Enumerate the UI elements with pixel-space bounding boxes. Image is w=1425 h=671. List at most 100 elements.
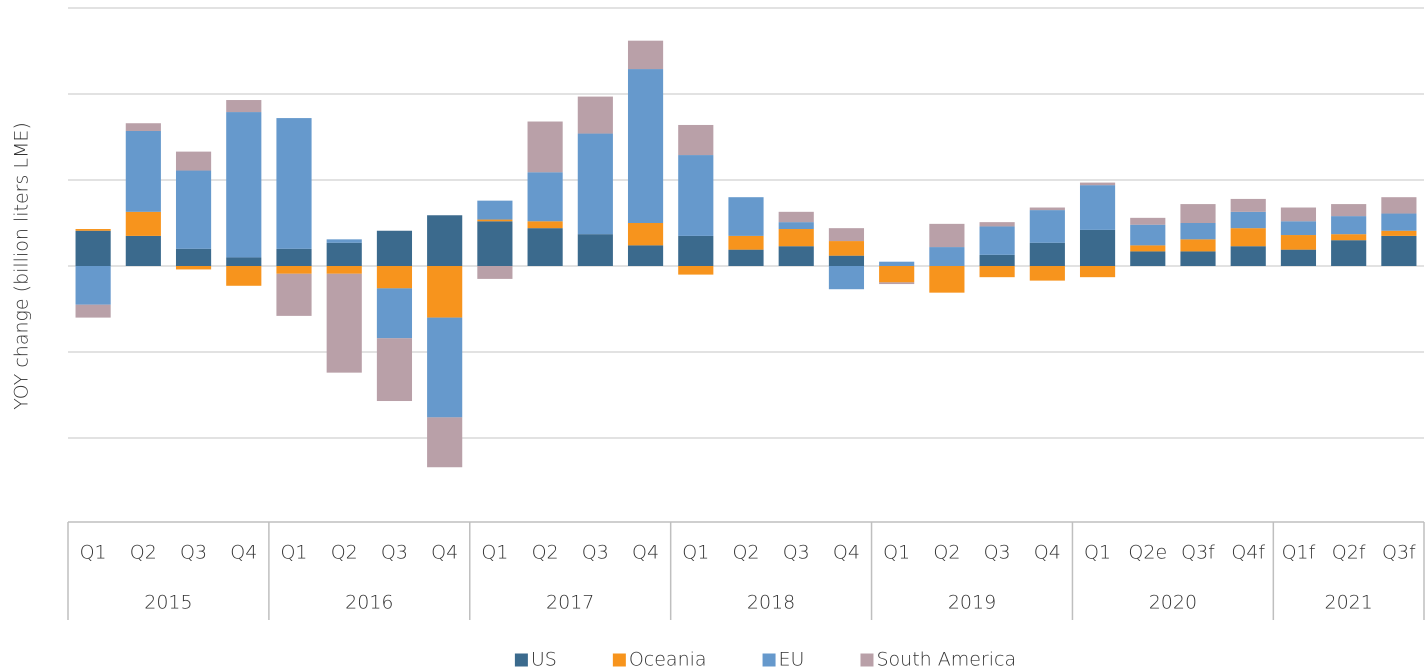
bar-segment	[276, 273, 312, 316]
bar-segment	[728, 197, 764, 236]
bar-segment	[828, 255, 865, 266]
bar-segment	[477, 266, 513, 279]
bar-segment	[1381, 235, 1417, 266]
bar-segment	[1079, 182, 1116, 186]
bar-segment	[1230, 211, 1266, 229]
bar-segment	[75, 229, 111, 231]
bar-segment	[577, 234, 613, 266]
bar-segment	[1079, 229, 1116, 266]
bar-segment	[276, 118, 312, 249]
bar-segment	[979, 254, 1015, 266]
bar-segment	[427, 266, 463, 318]
bar-segment	[326, 242, 362, 266]
bar-segment	[979, 222, 1015, 227]
bar-segment	[427, 317, 463, 418]
bar-segment	[1180, 223, 1216, 240]
x-tick-label: Q1	[280, 542, 307, 564]
legend-swatch	[514, 653, 528, 667]
bar-segment	[175, 266, 212, 270]
bar-segment	[125, 130, 161, 212]
bar-segment	[1130, 217, 1166, 225]
group-label: 2019	[948, 592, 996, 614]
x-tick-label: Q3f	[1181, 542, 1215, 564]
bar-segment	[778, 222, 814, 230]
bar-segment	[929, 266, 965, 293]
bar-segment	[226, 266, 262, 286]
bar-segment	[1130, 251, 1166, 266]
bar-segment	[326, 239, 362, 243]
bar-segment	[1180, 251, 1216, 266]
bar-segment	[527, 221, 563, 229]
bar-segment	[326, 273, 362, 373]
bar-segment	[879, 266, 915, 283]
bar-segment	[1180, 239, 1216, 252]
bar-segment	[1331, 204, 1367, 217]
bar-segment	[979, 226, 1015, 255]
legend-swatch	[612, 653, 626, 667]
legend-label: Oceania	[629, 649, 707, 671]
bar-segment	[477, 221, 513, 266]
bar-segment	[1230, 198, 1266, 212]
bar-segment	[125, 211, 161, 236]
x-tick-label: Q4	[230, 542, 257, 564]
bar-segment	[1381, 230, 1417, 236]
bar-segment	[778, 211, 814, 223]
x-tick-label: Q2	[331, 542, 358, 564]
bar-segment	[627, 69, 664, 223]
x-tick-label: Q2	[130, 542, 157, 564]
group-label: 2015	[144, 592, 192, 614]
bar-segment	[1029, 207, 1065, 211]
legend-label: US	[531, 649, 557, 671]
bar-segment	[778, 246, 814, 266]
bar-segment	[1079, 266, 1116, 278]
bar-segment	[678, 235, 714, 266]
legend-label: South America	[876, 649, 1016, 671]
bar-segment	[728, 235, 764, 250]
legend-swatch	[860, 653, 874, 667]
bar-segment	[477, 219, 513, 222]
bar-segment	[527, 121, 563, 173]
bar-segment	[1180, 204, 1216, 223]
legend-label: EU	[779, 649, 805, 671]
bar-segment	[175, 248, 212, 266]
y-axis-label: YOY change (billion liters LME)	[11, 122, 33, 410]
bar-segment	[427, 215, 463, 266]
bar-segment	[75, 304, 111, 318]
bar-segment	[929, 223, 965, 248]
bar-segment	[828, 241, 865, 256]
bar-segment	[678, 124, 714, 156]
x-tick-label: Q1	[883, 542, 910, 564]
bar-segment	[577, 133, 613, 235]
bar-segment	[125, 235, 161, 266]
bar-segment	[828, 228, 865, 242]
bar-segment	[1280, 235, 1317, 250]
bar-segment	[376, 338, 413, 402]
x-tick-label: Q1	[80, 542, 107, 564]
bar-segment	[1029, 242, 1065, 266]
legend-swatch	[762, 653, 776, 667]
bar-segment	[1381, 197, 1417, 214]
bar-segment	[1130, 245, 1166, 252]
bar-segment	[1280, 221, 1317, 236]
bar-segment	[1331, 240, 1367, 266]
bar-segment	[175, 151, 212, 171]
bar-segment	[276, 266, 312, 274]
bar-segment	[376, 230, 413, 266]
bar-segment	[728, 249, 764, 266]
x-tick-label: Q1f	[1282, 542, 1316, 564]
bar-segment	[226, 112, 262, 258]
bar-segment	[678, 266, 714, 275]
bar-segment	[226, 100, 262, 113]
group-label: 2021	[1324, 592, 1372, 614]
x-tick-label: Q4	[431, 542, 458, 564]
bar-segment	[577, 96, 613, 134]
bar-segment	[276, 248, 312, 266]
x-tick-label: Q3f	[1382, 542, 1416, 564]
bar-segment	[376, 266, 413, 289]
bar-segment	[1230, 228, 1266, 247]
x-tick-label: Q2e	[1128, 542, 1167, 564]
x-tick-label: Q2f	[1332, 542, 1366, 564]
bar-segment	[627, 223, 664, 246]
bar-segment	[376, 288, 413, 339]
bar-segment	[678, 155, 714, 236]
